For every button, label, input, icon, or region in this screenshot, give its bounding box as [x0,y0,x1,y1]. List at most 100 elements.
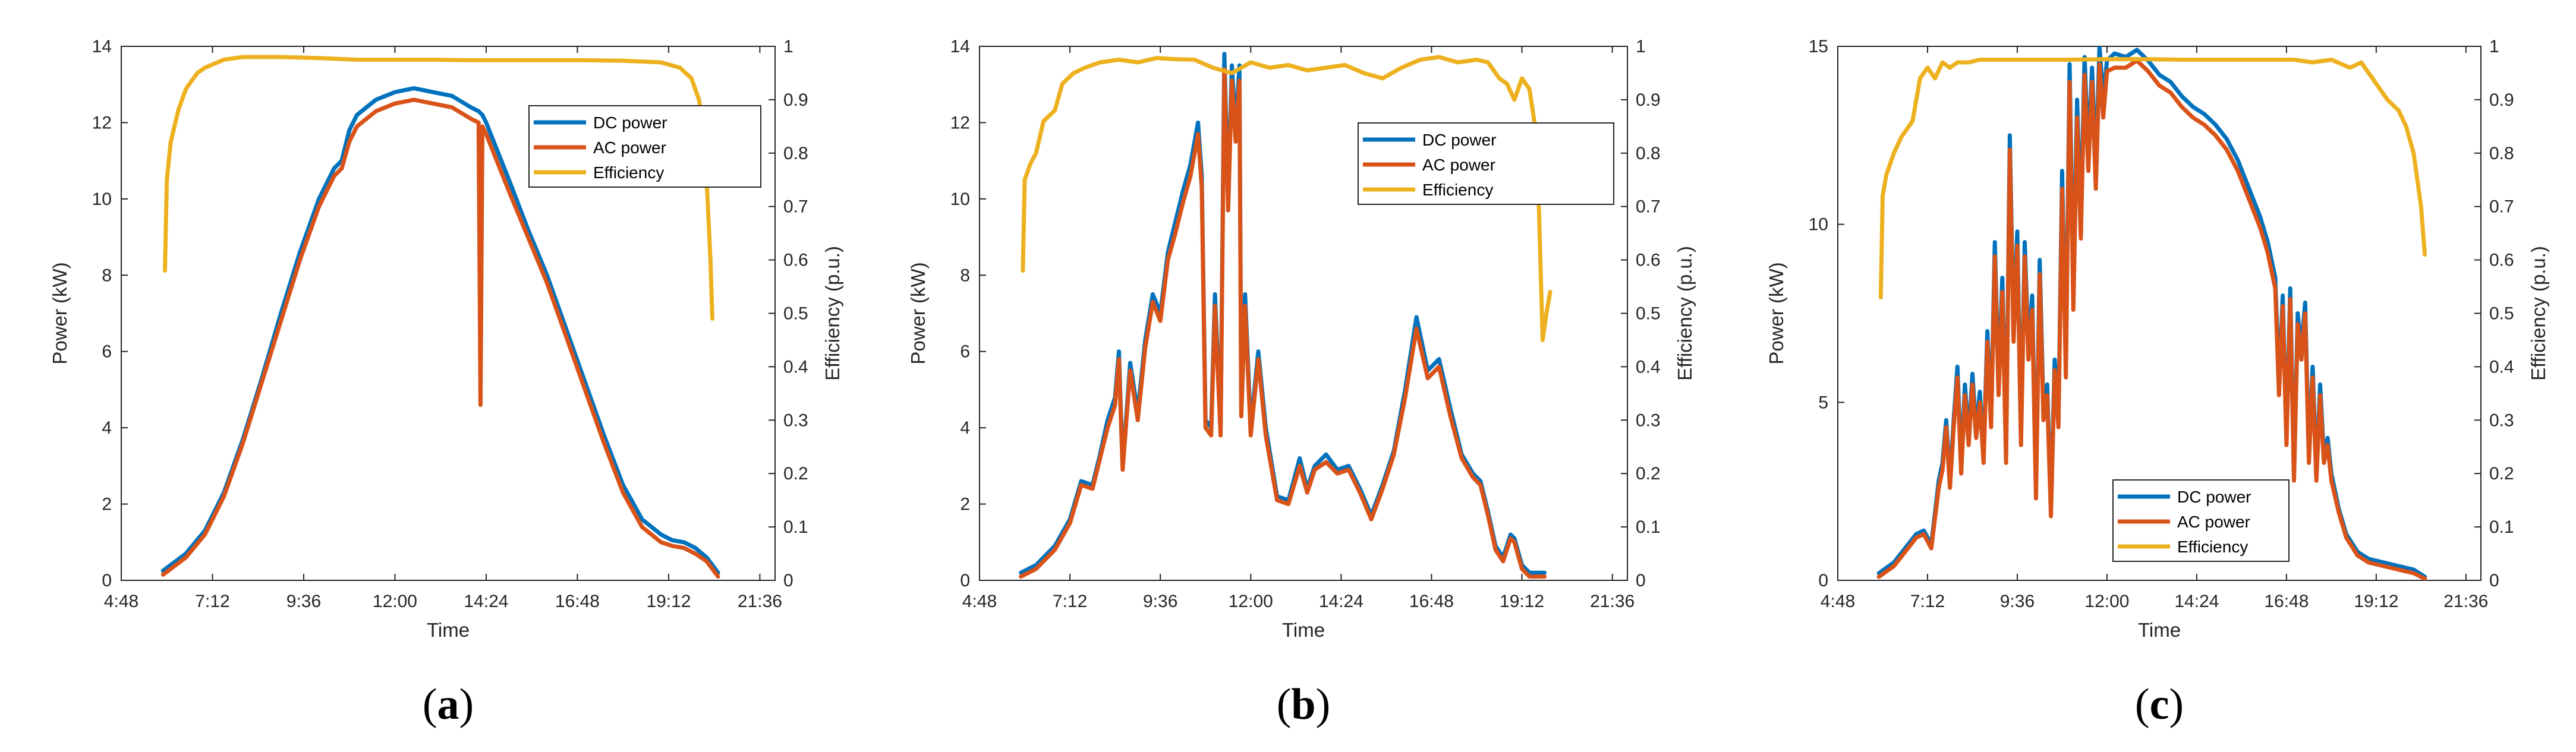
x-tick-label: 12:00 [373,592,417,611]
y-tick-label-left: 0 [102,571,112,590]
panel-label-letter: c [2150,680,2169,729]
x-axis-label: Time [427,619,470,641]
panel-label: (a) [423,680,474,729]
y-tick-label-right: 1 [1636,37,1646,56]
legend-entry-label: AC power [2177,513,2250,531]
series-line-ac-power [160,97,720,579]
y-tick-label-right: 0.3 [1636,410,1661,430]
x-tick-label: 12:00 [2084,592,2129,611]
x-tick-label: 14:24 [464,592,508,611]
x-tick-label: 21:36 [738,592,782,611]
y-tick-label-right: 0 [1636,571,1646,590]
y-tick-label-right: 0.4 [2489,357,2514,377]
x-axis-label: Time [1282,619,1325,641]
y-tick-label-left: 14 [92,37,112,56]
x-tick-label: 19:12 [2354,592,2398,611]
x-tick-label: 19:12 [646,592,691,611]
series-group [1019,52,1552,579]
y-tick-label-right: 0.6 [783,251,808,270]
chart-panel-a: 4:48 7:12 9:36 12:00 14:24 16:48 19:12 21:36024… [49,37,843,729]
y-tick-label-right: 0 [2489,571,2499,590]
panel-label-close: ) [1316,680,1331,729]
y-axis-label-right: Efficiency (p.u.) [821,246,843,381]
series-line-ac-power [1876,58,2427,580]
y-tick-label-left: 8 [102,266,112,285]
panel-label-letter: b [1291,680,1315,729]
y-tick-label-right: 0.1 [783,517,808,537]
panel-label-close: ) [2169,680,2184,729]
series-line-dc-power [1876,46,2427,579]
y-tick-label-left: 14 [950,37,970,56]
y-tick-label-right: 0.2 [783,464,808,484]
chart-panel-b: 4:48 7:12 9:36 12:00 14:24 16:48 19:12 21:36024… [907,37,1696,729]
series-line-efficiency [1021,55,1552,342]
legend-entry-label: AC power [593,138,666,157]
legend-entry-label: Efficiency [1422,181,1493,199]
x-tick-label: 9:36 [2000,592,2035,611]
y-tick-label-left: 4 [102,418,112,438]
legend-entry-label: Efficiency [593,163,664,182]
y-tick-label-right: 0.7 [2489,197,2514,217]
y-tick-label-left: 0 [960,571,970,590]
y-tick-label-right: 0.3 [783,410,808,430]
panel-label-open: ( [423,680,437,729]
series-group [1876,46,2427,580]
panel-label-letter: a [437,680,459,729]
x-tick-label: 4:48 [1821,592,1855,611]
y-tick-label-left: 10 [950,189,970,209]
y-tick-label-right: 1 [2489,37,2499,56]
panel-label: (b) [1277,680,1330,729]
y-tick-label-right: 0.7 [783,197,808,217]
panel-label-open: ( [1277,680,1292,729]
x-tick-label: 14:24 [2174,592,2219,611]
x-tick-label: 21:36 [1590,592,1635,611]
y-tick-label-right: 0 [783,571,793,590]
y-tick-label-left: 4 [960,418,970,438]
y-tick-label-left: 10 [92,189,112,209]
y-tick-label-right: 0.9 [2489,90,2514,110]
chart-panel-c: 4:48 7:12 9:36 12:00 14:24 16:48 19:12 21:36051… [1765,37,2549,729]
x-tick-label: 4:48 [962,592,997,611]
y-tick-label-right: 1 [783,37,793,56]
y-tick-label-left: 6 [102,342,112,362]
legend: DC power AC power Efficiency [2112,479,2290,562]
legend: DC power AC power Efficiency [528,105,761,188]
y-tick-label-right: 0.8 [783,144,808,163]
y-tick-label-left: 8 [960,266,970,285]
x-tick-label: 21:36 [2443,592,2488,611]
series-line-ac-power [1019,67,1547,579]
y-tick-label-right: 0.8 [2489,144,2514,163]
y-tick-label-left: 5 [1818,393,1828,412]
y-tick-label-right: 0.9 [1636,90,1661,110]
x-tick-label: 9:36 [1143,592,1177,611]
y-tick-label-left: 12 [92,113,112,132]
y-axis-label-right: Efficiency (p.u.) [2527,246,2549,381]
y-axis-label-left: Power (kW) [1765,262,1787,364]
legend: DC power AC power Efficiency [1358,122,1614,205]
y-axis-label-left: Power (kW) [907,262,929,364]
y-tick-label-right: 0.8 [1636,144,1661,163]
x-tick-label: 12:00 [1229,592,1273,611]
y-tick-label-left: 15 [1809,37,1828,56]
y-tick-label-right: 0.6 [1636,251,1661,270]
y-tick-label-left: 2 [960,495,970,514]
legend-entry-label: AC power [1422,156,1495,174]
x-tick-label: 14:24 [1319,592,1363,611]
y-tick-label-right: 0.4 [1636,357,1661,377]
series-group [160,55,720,579]
y-tick-label-right: 0.1 [2489,517,2514,537]
panel-label: (c) [2135,680,2184,729]
y-tick-label-left: 10 [1809,215,1828,235]
y-tick-label-right: 0.2 [1636,464,1661,484]
y-tick-label-left: 2 [102,495,112,514]
y-tick-label-left: 6 [960,342,970,362]
y-axis-label-left: Power (kW) [49,262,71,364]
y-tick-label-right: 0.5 [1636,304,1661,324]
x-axis-label: Time [2138,619,2181,641]
y-tick-label-right: 0.4 [783,357,808,377]
y-axis-label-right: Efficiency (p.u.) [1674,246,1696,381]
x-tick-label: 9:36 [286,592,321,611]
x-tick-label: 16:48 [1409,592,1454,611]
legend-entry-label: Efficiency [2177,538,2248,556]
x-tick-label: 7:12 [1053,592,1087,611]
